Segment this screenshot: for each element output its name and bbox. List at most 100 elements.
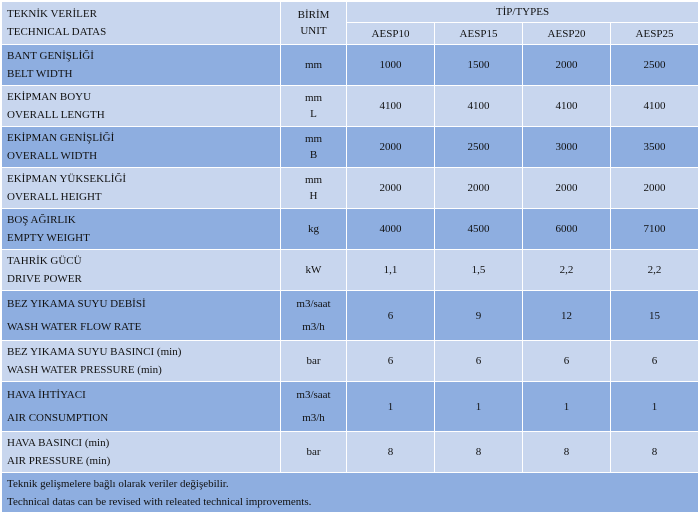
model-header: AESP25: [610, 22, 699, 45]
value-cell: 1,1: [346, 249, 435, 291]
parameter-cell: EKİPMAN BOYU OVERALL LENGTH: [1, 85, 281, 127]
unit-primary: mm: [304, 133, 323, 145]
unit-cell: kg: [280, 208, 347, 250]
footnote-en: Technical datas can be revised with rele…: [7, 495, 312, 508]
table-row: HAVA BASINCI (min) AIR PRESSURE (min) bar 8…: [1, 431, 699, 473]
value-cell: 1: [610, 381, 699, 432]
value-cell: 4100: [434, 85, 523, 127]
unit-cell: m3/saat m3/h: [280, 290, 347, 341]
value-cell: 2500: [610, 44, 699, 86]
unit-cell: mm L: [280, 85, 347, 127]
value-cell: 2000: [434, 167, 523, 209]
value-cell: 2000: [522, 44, 611, 86]
value-cell: 9: [434, 290, 523, 341]
unit-primary: mm: [304, 59, 323, 71]
header-row-top: TEKNİK VERİLER TECHNICAL DATAS BİRİM UNI…: [1, 1, 699, 45]
value-cell: 6: [346, 340, 435, 382]
unit-primary: mm: [304, 92, 323, 104]
value-cell: 6: [522, 340, 611, 382]
unit-cell: bar: [280, 340, 347, 382]
model-header: AESP10: [346, 22, 435, 45]
value-cell: 1000: [346, 44, 435, 86]
table-row: EKİPMAN BOYU OVERALL LENGTH mm L 4100 4100 410…: [1, 85, 699, 127]
value-cell: 2500: [434, 126, 523, 168]
value-cell: 2,2: [522, 249, 611, 291]
unit-primary: kg: [308, 223, 319, 235]
parameter-cell: BOŞ AĞIRLIK EMPTY WEIGHT: [1, 208, 281, 250]
parameter-name-en: DRIVE POWER: [7, 273, 82, 285]
unit-secondary: m3/h: [302, 320, 325, 333]
parameter-name-en: WASH WATER PRESSURE (min): [7, 364, 162, 376]
parameter-cell: BANT GENİŞLİĞİ BELT WIDTH: [1, 44, 281, 86]
value-cell: 8: [610, 431, 699, 473]
parameter-name-en: BELT WIDTH: [7, 68, 73, 80]
parameter-name-tr: HAVA BASINCI (min): [7, 437, 110, 449]
parameter-cell: BEZ YIKAMA SUYU DEBİSİ WASH WATER FLOW RA…: [1, 290, 281, 341]
parameter-name-en: EMPTY WEIGHT: [7, 232, 90, 244]
table-row: TAHRİK GÜCÜ DRIVE POWER kW 1,1 1,5 2,2 2,2: [1, 249, 699, 291]
table-row: EKİPMAN YÜKSEKLİĞİ OVERALL HEIGHT mm H 2000 2…: [1, 167, 699, 209]
value-cell: 3000: [522, 126, 611, 168]
table-row: BEZ YIKAMA SUYU DEBİSİ WASH WATER FLOW RA…: [1, 290, 699, 341]
value-cell: 3500: [610, 126, 699, 168]
unit-primary: kW: [305, 264, 322, 276]
parameter-cell: EKİPMAN YÜKSEKLİĞİ OVERALL HEIGHT: [1, 167, 281, 209]
value-cell: 6000: [522, 208, 611, 250]
parameter-name-tr: EKİPMAN YÜKSEKLİĞİ: [7, 173, 127, 185]
parameter-name-tr: TAHRİK GÜCÜ: [7, 255, 82, 267]
table-row: EKİPMAN GENİŞLİĞİ OVERALL WIDTH mm B 2000 250…: [1, 126, 699, 168]
footnote-tr: Teknik gelişmelere bağlı olarak veriler …: [7, 477, 229, 490]
parameter-name-en: OVERALL HEIGHT: [7, 191, 102, 203]
model-header: AESP20: [522, 22, 611, 45]
value-cell: 12: [522, 290, 611, 341]
header-parameter-en: TECHNICAL DATAS: [7, 26, 107, 38]
unit-primary: m3/saat: [296, 297, 331, 310]
value-cell: 2000: [346, 167, 435, 209]
parameter-name-tr: BEZ YIKAMA SUYU DEBİSİ: [7, 297, 146, 310]
value-cell: 1: [346, 381, 435, 432]
unit-cell: bar: [280, 431, 347, 473]
value-cell: 4100: [346, 85, 435, 127]
header-unit-tr: BİRİM: [297, 9, 330, 21]
parameter-name-en: WASH WATER FLOW RATE: [7, 320, 142, 333]
unit-primary: mm: [304, 174, 323, 186]
parameter-name-tr: EKİPMAN GENİŞLİĞİ: [7, 132, 115, 144]
unit-cell: m3/saat m3/h: [280, 381, 347, 432]
value-cell: 15: [610, 290, 699, 341]
header-types: TİP/TYPES: [346, 1, 699, 23]
parameter-name-en: AIR CONSUMPTION: [7, 411, 109, 424]
model-header: AESP15: [434, 22, 523, 45]
parameter-name-tr: EKİPMAN BOYU: [7, 91, 92, 103]
unit-secondary: m3/h: [302, 411, 325, 424]
unit-secondary: B: [309, 149, 318, 161]
value-cell: 2000: [346, 126, 435, 168]
value-cell: 4000: [346, 208, 435, 250]
header-parameter-cell: TEKNİK VERİLER TECHNICAL DATAS: [1, 1, 281, 45]
parameter-name-en: AIR PRESSURE (min): [7, 455, 111, 467]
value-cell: 2,2: [610, 249, 699, 291]
header-row-models: AESP10 AESP15 AESP20 AESP25: [2, 22, 699, 45]
parameter-name-en: OVERALL LENGTH: [7, 109, 105, 121]
unit-primary: m3/saat: [296, 388, 331, 401]
unit-cell: mm H: [280, 167, 347, 209]
parameter-cell: HAVA BASINCI (min) AIR PRESSURE (min): [1, 431, 281, 473]
value-cell: 1,5: [434, 249, 523, 291]
parameter-name-tr: BEZ YIKAMA SUYU BASINCI (min): [7, 346, 182, 358]
value-cell: 6: [610, 340, 699, 382]
header-unit-cell: BİRİM UNIT: [280, 1, 347, 45]
unit-primary: bar: [306, 446, 321, 458]
parameter-cell: TAHRİK GÜCÜ DRIVE POWER: [1, 249, 281, 291]
footnote: Teknik gelişmelere bağlı olarak veriler …: [1, 472, 699, 513]
value-cell: 2000: [522, 167, 611, 209]
value-cell: 1: [434, 381, 523, 432]
table-row: BANT GENİŞLİĞİ BELT WIDTH mm 1000 1500 2000 25…: [1, 44, 699, 86]
unit-cell: kW: [280, 249, 347, 291]
parameter-cell: HAVA İHTİYACI AIR CONSUMPTION: [1, 381, 281, 432]
value-cell: 6: [346, 290, 435, 341]
unit-cell: mm B: [280, 126, 347, 168]
header-parameter-tr: TEKNİK VERİLER: [7, 8, 97, 20]
header-unit-en: UNIT: [300, 25, 327, 37]
unit-secondary: L: [310, 108, 317, 120]
